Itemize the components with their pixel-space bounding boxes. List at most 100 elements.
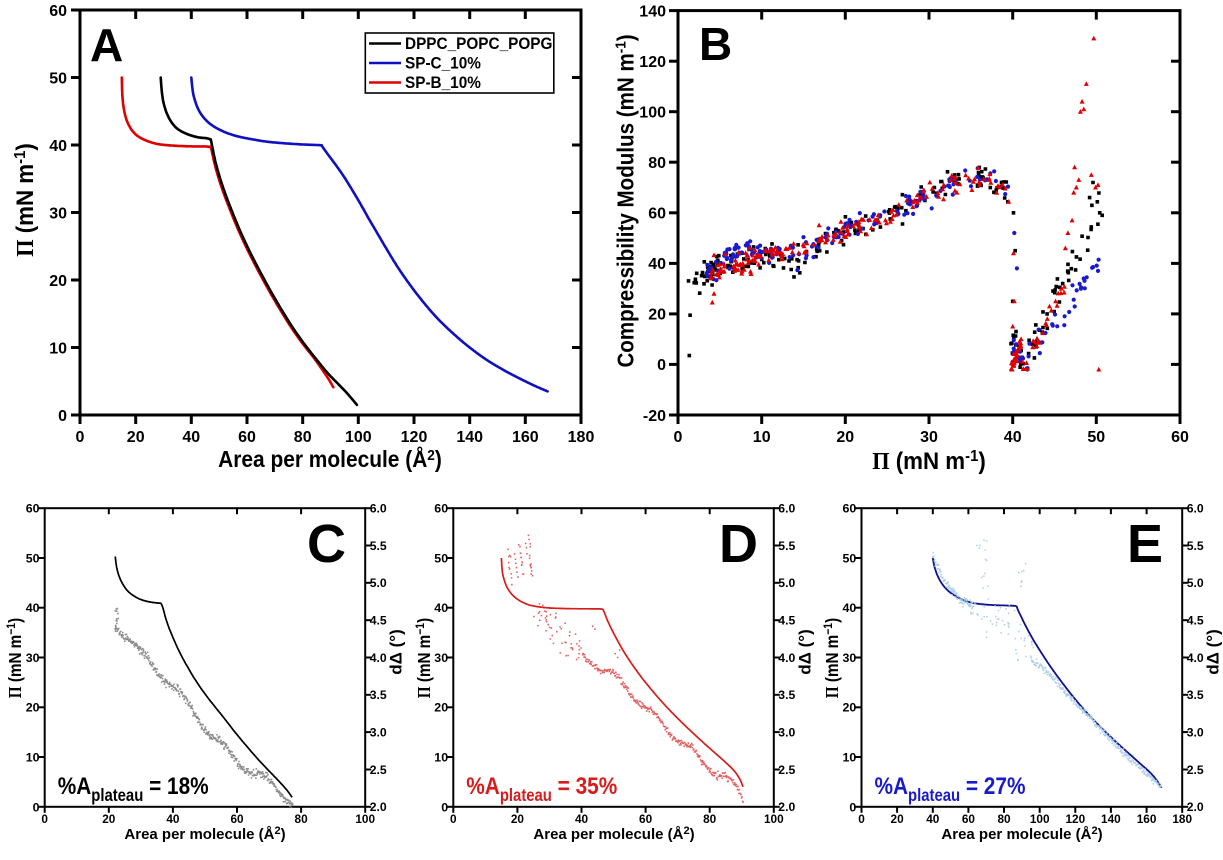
svg-text:20: 20 (26, 701, 40, 715)
svg-text:10: 10 (753, 429, 771, 446)
svg-text:30: 30 (434, 651, 448, 665)
svg-text:40: 40 (26, 601, 40, 615)
svg-text:3.0: 3.0 (1187, 726, 1204, 740)
svg-text:B: B (699, 18, 732, 70)
svg-text:140: 140 (456, 429, 483, 446)
svg-text:60: 60 (49, 3, 67, 20)
svg-text:160: 160 (1137, 812, 1157, 826)
svg-text:10: 10 (26, 751, 40, 765)
svg-text:6.0: 6.0 (1187, 502, 1204, 516)
svg-text:120: 120 (639, 54, 666, 71)
svg-text:4.0: 4.0 (370, 651, 387, 665)
svg-text:5.5: 5.5 (370, 539, 387, 553)
svg-text:6.0: 6.0 (778, 502, 795, 516)
svg-text:0: 0 (33, 800, 40, 814)
svg-text:20: 20 (49, 273, 67, 290)
svg-text:40: 40 (843, 601, 857, 615)
svg-text:40: 40 (166, 812, 180, 826)
svg-text:0: 0 (674, 429, 683, 446)
svg-text:100: 100 (1030, 812, 1050, 826)
svg-text:120: 120 (1065, 812, 1085, 826)
svg-text:0: 0 (450, 812, 457, 826)
svg-text:Π (mN m-1): Π (mN m-1) (872, 447, 986, 475)
svg-text:0: 0 (441, 800, 448, 814)
svg-text:3.5: 3.5 (1187, 688, 1204, 702)
svg-text:60: 60 (843, 502, 857, 516)
svg-text:3.0: 3.0 (370, 726, 387, 740)
svg-text:30: 30 (49, 205, 67, 222)
svg-text:20: 20 (648, 307, 666, 324)
svg-text:4.0: 4.0 (778, 651, 795, 665)
svg-text:160: 160 (512, 429, 539, 446)
svg-text:2.5: 2.5 (1187, 763, 1204, 777)
svg-text:60: 60 (648, 206, 666, 223)
svg-text:40: 40 (1004, 429, 1022, 446)
svg-text:60: 60 (434, 502, 448, 516)
svg-text:SP-B_10%: SP-B_10% (405, 75, 481, 93)
svg-text:40: 40 (434, 601, 448, 615)
svg-text:50: 50 (434, 551, 448, 565)
svg-text:180: 180 (568, 429, 595, 446)
svg-text:5.0: 5.0 (1187, 576, 1204, 590)
svg-text:80: 80 (648, 155, 666, 172)
svg-text:140: 140 (1101, 812, 1121, 826)
svg-text:180: 180 (1172, 812, 1192, 826)
svg-text:Area per molecule (Å2): Area per molecule (Å2) (533, 825, 694, 843)
svg-text:50: 50 (26, 551, 40, 565)
svg-text:4.5: 4.5 (1187, 614, 1204, 628)
svg-text:10: 10 (843, 751, 857, 765)
svg-text:50: 50 (843, 551, 857, 565)
svg-text:40: 40 (182, 429, 200, 446)
svg-text:Compressibility Modulus (mN m-: Compressibility Modulus (mN m-1) (612, 34, 638, 367)
svg-text:20: 20 (102, 812, 116, 826)
svg-text:3.5: 3.5 (370, 688, 387, 702)
svg-text:2.5: 2.5 (778, 763, 795, 777)
svg-text:100: 100 (355, 812, 375, 826)
svg-text:10: 10 (49, 340, 67, 357)
svg-text:dΔ (°): dΔ (°) (387, 629, 406, 674)
svg-text:DPPC_POPC_POPG: DPPC_POPC_POPG (405, 36, 552, 54)
svg-text:30: 30 (26, 651, 40, 665)
svg-text:6.0: 6.0 (370, 502, 387, 516)
svg-text:50: 50 (1087, 429, 1105, 446)
svg-text:30: 30 (843, 651, 857, 665)
svg-text:20: 20 (127, 429, 145, 446)
svg-text:50: 50 (49, 70, 67, 87)
svg-text:60: 60 (230, 812, 244, 826)
svg-text:10: 10 (434, 751, 448, 765)
svg-text:4.5: 4.5 (778, 614, 795, 628)
svg-text:20: 20 (511, 812, 525, 826)
svg-text:2.0: 2.0 (370, 800, 387, 814)
svg-text:0: 0 (41, 812, 48, 826)
svg-text:60: 60 (238, 429, 256, 446)
svg-text:60: 60 (962, 812, 976, 826)
svg-text:140: 140 (639, 3, 666, 20)
svg-text:5.0: 5.0 (370, 576, 387, 590)
svg-text:60: 60 (26, 502, 40, 516)
svg-text:2.5: 2.5 (370, 763, 387, 777)
svg-text:20: 20 (836, 429, 854, 446)
svg-text:3.5: 3.5 (778, 688, 795, 702)
svg-text:0: 0 (76, 429, 85, 446)
svg-text:0: 0 (58, 408, 67, 425)
svg-text:60: 60 (639, 812, 653, 826)
svg-text:A: A (90, 19, 123, 71)
svg-text:E: E (1127, 514, 1163, 574)
svg-text:100: 100 (345, 429, 372, 446)
svg-text:30: 30 (920, 429, 938, 446)
svg-text:5.0: 5.0 (778, 576, 795, 590)
svg-text:4.5: 4.5 (370, 614, 387, 628)
svg-text:dΔ (°): dΔ (°) (795, 629, 814, 674)
svg-text:0: 0 (849, 800, 856, 814)
svg-text:4.0: 4.0 (1187, 651, 1204, 665)
svg-text:Area per molecule (Å2): Area per molecule (Å2) (941, 825, 1102, 843)
svg-text:2.0: 2.0 (778, 800, 795, 814)
svg-text:0: 0 (858, 812, 865, 826)
svg-text:40: 40 (648, 256, 666, 273)
svg-text:100: 100 (764, 812, 784, 826)
svg-text:-20: -20 (643, 408, 666, 425)
svg-text:40: 40 (926, 812, 940, 826)
svg-text:80: 80 (294, 429, 312, 446)
svg-text:2.0: 2.0 (1187, 800, 1204, 814)
svg-text:60: 60 (1171, 429, 1189, 446)
